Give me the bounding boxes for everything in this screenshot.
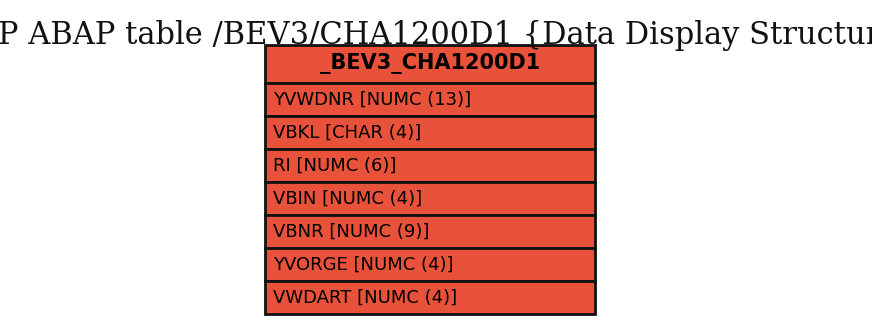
- Bar: [265, 45, 595, 83]
- Text: YVWDNR [NUMC (13)]: YVWDNR [NUMC (13)]: [273, 91, 471, 109]
- Text: _BEV3_CHA1200D1: _BEV3_CHA1200D1: [320, 53, 540, 74]
- Bar: [265, 281, 595, 314]
- Text: RI [NUMC (6)]: RI [NUMC (6)]: [273, 156, 397, 175]
- Text: SAP ABAP table /BEV3/CHA1200D1 {Data Display Structure}: SAP ABAP table /BEV3/CHA1200D1 {Data Dis…: [0, 20, 872, 51]
- Bar: [265, 83, 595, 116]
- Bar: [265, 248, 595, 281]
- Bar: [265, 116, 595, 149]
- Text: VWDART [NUMC (4)]: VWDART [NUMC (4)]: [273, 289, 457, 306]
- Text: VBIN [NUMC (4)]: VBIN [NUMC (4)]: [273, 190, 422, 208]
- Text: YVORGE [NUMC (4)]: YVORGE [NUMC (4)]: [273, 256, 453, 274]
- Bar: [265, 215, 595, 248]
- Bar: [265, 182, 595, 215]
- Bar: [265, 149, 595, 182]
- Text: VBNR [NUMC (9)]: VBNR [NUMC (9)]: [273, 222, 429, 240]
- Text: VBKL [CHAR (4)]: VBKL [CHAR (4)]: [273, 124, 421, 141]
